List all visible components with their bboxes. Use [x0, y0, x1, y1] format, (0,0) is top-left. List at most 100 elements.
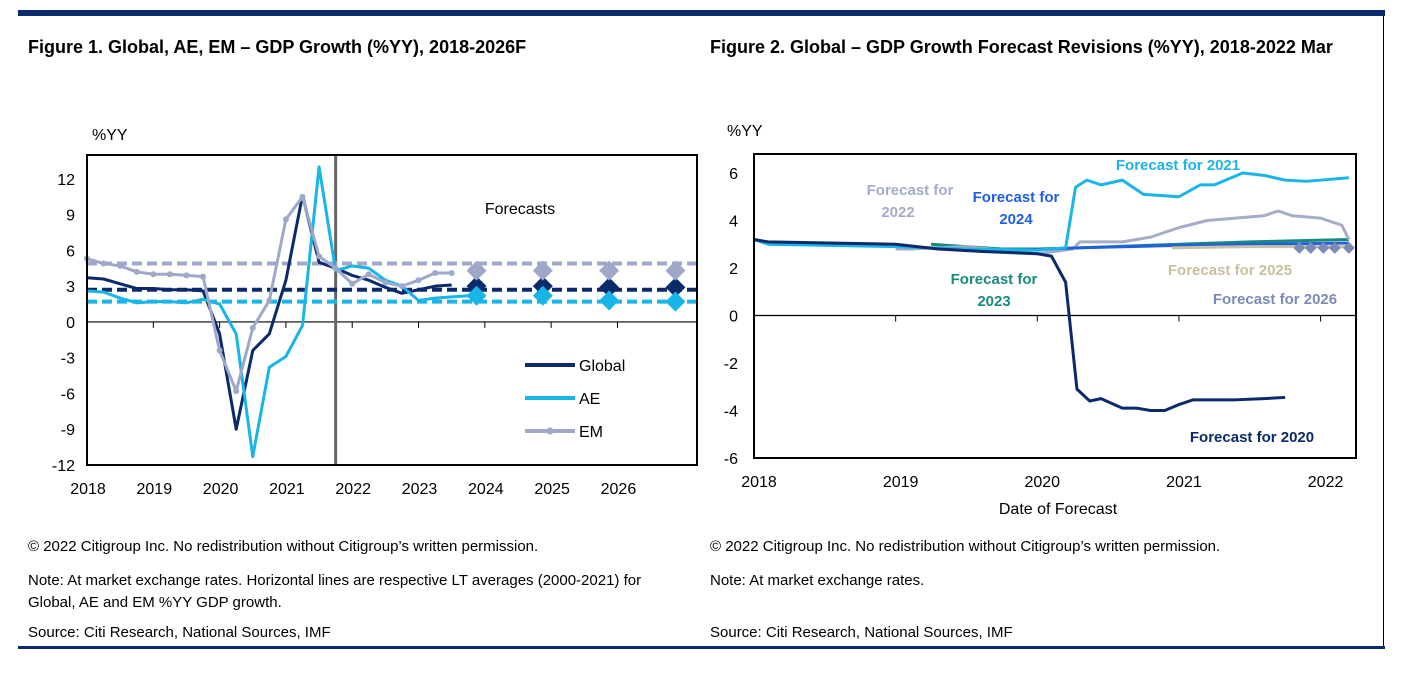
- em-point: [216, 347, 223, 354]
- em-point: [365, 271, 372, 278]
- em-point: [166, 271, 173, 278]
- y-tick-label: -6: [61, 386, 75, 403]
- forecast-diamond-global: [665, 277, 686, 298]
- x-tick-label: 2025: [534, 481, 570, 498]
- em-point: [282, 216, 289, 223]
- x-tick-label: 2018: [741, 474, 777, 491]
- label-forecast-for-2022: 2022: [881, 204, 914, 221]
- x-tick-label: 2018: [70, 481, 106, 498]
- em-point: [183, 272, 190, 279]
- em-point: [100, 260, 107, 267]
- em-point: [233, 388, 240, 395]
- figure1-source: Source: Citi Research, National Sources,…: [28, 624, 331, 641]
- x-tick-label: 2020: [1024, 474, 1060, 491]
- em-point: [117, 262, 124, 269]
- y-tick-label: -6: [724, 451, 738, 468]
- label-forecast-for-2024: 2024: [999, 211, 1033, 228]
- em-point: [382, 279, 389, 286]
- figure1-copyright: © 2022 Citigroup Inc. No redistribution …: [28, 538, 539, 555]
- y-tick-label: -4: [724, 404, 738, 421]
- forecast-diamond-ae: [532, 285, 553, 306]
- line-forecast-for-2025: [1171, 245, 1349, 250]
- marker-forecast-for-2026: [1342, 241, 1355, 254]
- figure2-title: Figure 2. Global – GDP Growth Forecast R…: [710, 37, 1333, 57]
- marker-forecast-for-2026: [1293, 241, 1306, 254]
- x-tick-label: 2019: [137, 481, 173, 498]
- x-tick-label: 2024: [468, 481, 504, 498]
- forecast-diamond-em: [599, 260, 620, 281]
- y-tick-label: -9: [61, 422, 75, 439]
- em-point: [249, 324, 256, 331]
- y-axis-label: %YY: [727, 123, 763, 140]
- y-tick-label: 12: [57, 172, 75, 189]
- figure1-title: Figure 1. Global, AE, EM – GDP Growth (%…: [28, 37, 527, 57]
- forecast-diamond-em: [532, 260, 553, 281]
- y-tick-label: 0: [729, 309, 738, 326]
- figure2-copyright: © 2022 Citigroup Inc. No redistribution …: [710, 538, 1221, 555]
- em-point: [415, 277, 422, 284]
- legend-marker-em: [546, 427, 554, 435]
- label-forecast-for-2021: Forecast for 2021: [1116, 157, 1240, 174]
- x-tick-label: 2019: [883, 474, 919, 491]
- figure1-note: Note: At market exchange rates. Horizont…: [28, 572, 642, 611]
- forecast-diamond-em: [466, 260, 487, 281]
- forecast-diamond-global: [599, 277, 620, 298]
- em-point: [448, 270, 455, 277]
- forecast-diamond-ae: [466, 285, 487, 306]
- figure1-chart: %YY 12 9 6 3 0 -3 -6 -9 -12 2018 2019 2020 2021 2022 20…: [52, 127, 698, 498]
- x-tick-label: 2023: [402, 481, 438, 498]
- marker-forecast-for-2026: [1328, 241, 1341, 254]
- em-point: [398, 283, 405, 290]
- label-forecast-for-2026: Forecast for 2026: [1213, 291, 1337, 308]
- forecast-diamond-em: [665, 260, 686, 281]
- y-tick-label: -12: [52, 458, 75, 475]
- x-tick-label: 2026: [601, 481, 637, 498]
- y-tick-label: 2: [729, 261, 738, 278]
- marker-forecast-for-2026: [1304, 241, 1317, 254]
- y-tick-label: 6: [729, 166, 738, 183]
- line-forecast-for-2020: [753, 238, 1286, 412]
- em-point: [349, 280, 356, 287]
- legend-label-ae: AE: [579, 391, 600, 408]
- plot-frame: [86, 154, 698, 466]
- em-point: [299, 193, 306, 200]
- label-forecast-for-2020: Forecast for 2020: [1190, 429, 1314, 446]
- y-tick-label: -3: [61, 351, 75, 368]
- x-tick-label: 2021: [269, 481, 305, 498]
- em-point: [266, 297, 273, 304]
- figure2-source: Source: Citi Research, National Sources,…: [710, 624, 1013, 641]
- em-point: [200, 273, 207, 280]
- right-frame-border: [1383, 16, 1384, 646]
- marker-forecast-for-2026: [1317, 241, 1330, 254]
- y-tick-label: 0: [66, 315, 75, 332]
- label-forecast-for-2023: Forecast for: [951, 271, 1038, 288]
- x-tick-label: 2020: [203, 481, 239, 498]
- bottom-frame-bar: [18, 646, 1385, 649]
- x-tick-label: 2021: [1166, 474, 1202, 491]
- em-point: [150, 271, 157, 278]
- label-forecast-for-2023: 2023: [977, 293, 1010, 310]
- y-tick-label: 4: [729, 214, 738, 231]
- forecast-diamond-ae: [599, 290, 620, 311]
- x-axis-label: Date of Forecast: [999, 501, 1118, 518]
- legend-label-global: Global: [579, 358, 625, 375]
- figure2-note: Note: At market exchange rates.: [710, 572, 925, 589]
- legend-label-em: EM: [579, 424, 603, 441]
- x-tick-label: 2022: [335, 481, 371, 498]
- y-tick-label: -2: [724, 356, 738, 373]
- label-forecast-for-2022: Forecast for: [867, 182, 954, 199]
- top-frame-bar: [18, 10, 1385, 16]
- label-forecast-for-2025: Forecast for 2025: [1168, 262, 1292, 279]
- label-forecast-for-2024: Forecast for: [973, 189, 1060, 206]
- forecasts-annotation: Forecasts: [485, 201, 555, 218]
- plot-frame: [753, 153, 1357, 459]
- em-point: [316, 253, 323, 260]
- series-line-ae: [86, 165, 469, 459]
- forecast-diamond-ae: [665, 291, 686, 312]
- em-point: [432, 270, 439, 277]
- y-tick-label: 6: [66, 243, 75, 260]
- em-point: [133, 268, 140, 275]
- y-tick-label: 3: [66, 279, 75, 296]
- line-forecast-for-2021: [753, 171, 1350, 252]
- x-tick-label: 2022: [1308, 474, 1344, 491]
